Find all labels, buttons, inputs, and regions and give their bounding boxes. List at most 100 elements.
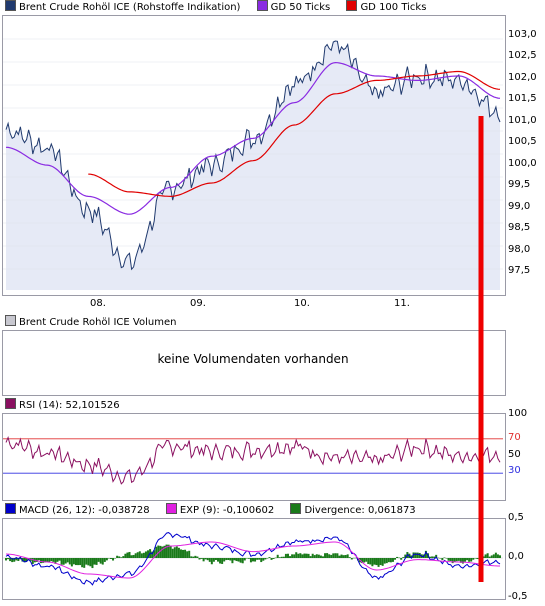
divergence-bar — [165, 544, 168, 558]
divergence-bar — [379, 558, 382, 566]
divergence-bar — [492, 554, 495, 558]
divergence-bar — [44, 558, 47, 563]
divergence-bar — [307, 553, 310, 558]
y-tick: 99,0 — [508, 201, 531, 212]
divergence-bar — [484, 554, 487, 558]
divergence-bar — [466, 558, 469, 561]
legend-swatch-exp — [165, 503, 177, 514]
divergence-bar — [348, 557, 351, 558]
divergence-bar — [389, 558, 392, 563]
divergence-bar — [361, 558, 364, 564]
legend-label-macd: MACD (26, 12): -0,038728 — [19, 505, 150, 516]
divergence-bar — [11, 558, 14, 563]
divergence-bar — [105, 558, 108, 561]
divergence-bar — [124, 553, 127, 558]
legend-label-exp: EXP (9): -0,100602 — [179, 505, 275, 516]
divergence-bar — [19, 558, 22, 560]
legend-swatch-divergence — [290, 503, 302, 514]
divergence-bar — [77, 558, 80, 566]
divergence-bar — [136, 552, 139, 558]
legend-entry-divergence: Divergence: 0,061873 — [287, 503, 416, 518]
legend-entry-exp: EXP (9): -0,100602 — [163, 503, 274, 518]
divergence-bar — [367, 558, 370, 565]
divergence-bar — [291, 554, 294, 558]
divergence-bar — [79, 558, 82, 566]
divergence-bar — [496, 554, 499, 558]
divergence-bar — [239, 558, 242, 563]
divergence-bar — [120, 557, 123, 558]
rsi-line — [5, 435, 501, 485]
divergence-bar — [171, 548, 174, 558]
divergence-bar — [237, 558, 240, 562]
divergence-bar — [161, 546, 164, 558]
divergence-bar — [494, 552, 497, 558]
divergence-bar — [58, 558, 61, 561]
divergence-bar — [346, 554, 349, 558]
divergence-bar — [116, 555, 119, 558]
divergence-bar — [54, 558, 57, 564]
divergence-bar — [235, 558, 238, 562]
legend-swatch-rsi — [5, 398, 16, 409]
divergence-bar — [175, 546, 178, 558]
y-tick: 103,0 — [508, 29, 537, 40]
divergence-bar — [336, 553, 339, 558]
divergence-bar — [23, 558, 26, 563]
divergence-bar — [99, 558, 102, 564]
rsi-y-tick: 100 — [508, 408, 528, 419]
divergence-bar — [126, 552, 129, 558]
divergence-bar — [377, 558, 380, 567]
divergence-bar — [280, 556, 283, 558]
divergence-bar — [373, 558, 376, 565]
divergence-bar — [410, 555, 413, 558]
divergence-bar — [62, 558, 65, 565]
divergence-bar — [140, 553, 143, 558]
divergence-bar — [118, 556, 121, 558]
x-tick: 11. — [394, 298, 410, 309]
legend-swatch-price — [5, 0, 16, 11]
divergence-bar — [402, 557, 405, 558]
divergence-bar — [192, 556, 195, 558]
divergence-bar — [486, 553, 489, 558]
divergence-bar — [56, 558, 59, 562]
divergence-bar — [342, 555, 345, 558]
divergence-bar — [70, 558, 73, 567]
divergence-bar — [319, 555, 322, 558]
divergence-bar — [25, 558, 28, 562]
divergence-bar — [311, 553, 314, 558]
divergence-bar — [470, 558, 473, 562]
divergence-bar — [476, 558, 479, 560]
divergence-bar — [396, 556, 399, 558]
divergence-bar — [338, 555, 341, 558]
divergence-bar — [270, 558, 273, 560]
divergence-bar — [17, 558, 20, 561]
divergence-bar — [264, 558, 267, 560]
divergence-bar — [5, 558, 7, 561]
legend-swatch-gd100 — [346, 0, 358, 11]
divergence-bar — [147, 550, 150, 558]
divergence-bar — [83, 558, 86, 568]
divergence-bar — [159, 545, 162, 558]
divergence-bar — [103, 558, 106, 562]
divergence-bar — [387, 558, 390, 563]
divergence-bar — [50, 558, 53, 562]
divergence-bar — [297, 553, 300, 558]
divergence-bar — [37, 558, 40, 561]
divergence-bar — [352, 557, 355, 559]
x-tick: 08. — [90, 298, 106, 309]
legend-label-price: Brent Crude Rohöl ICE (Rohstoffe Indikat… — [19, 2, 241, 13]
divergence-bar — [445, 558, 448, 559]
price-line — [5, 40, 501, 271]
divergence-bar — [138, 551, 141, 558]
divergence-bar — [7, 558, 10, 560]
divergence-bar — [169, 546, 172, 558]
divergence-bar — [112, 558, 115, 561]
divergence-bar — [418, 552, 421, 558]
divergence-bar — [317, 554, 320, 558]
legend-label-divergence: Divergence: 0,061873 — [304, 505, 416, 516]
divergence-bar — [93, 558, 96, 565]
divergence-bar — [46, 558, 49, 563]
y-tick: 100,5 — [508, 136, 537, 147]
divergence-bar — [95, 558, 98, 565]
divergence-bar — [453, 558, 456, 562]
divergence-bar — [447, 558, 450, 561]
